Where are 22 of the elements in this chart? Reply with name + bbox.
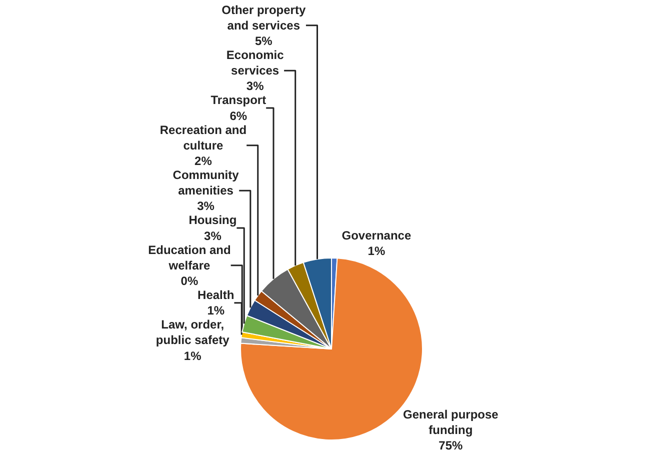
slice-label: Community amenities [172, 168, 240, 198]
slice-label: Economic services [226, 48, 284, 78]
data-label: 75% [438, 438, 463, 453]
data-label: 5% [254, 34, 273, 48]
data-label: 3% [197, 199, 215, 214]
slice-label: Other property and services [222, 2, 306, 32]
slice-label: Governance [342, 228, 412, 242]
data-label: 3% [246, 79, 264, 94]
slice-label: Health [198, 288, 234, 302]
text: 0% [180, 274, 198, 288]
slice-label: General purpose funding [402, 407, 499, 437]
data-label: 1% [184, 348, 202, 363]
slice-label: Housing [188, 213, 237, 228]
data-label: 3% [204, 228, 222, 243]
slice-label: Law, order, public safety [156, 318, 230, 348]
slice-label: Recreation and culture [160, 122, 247, 152]
data-label: 6% [230, 108, 248, 123]
slice-label: Transport [210, 93, 266, 108]
data-label: 2% [194, 154, 212, 168]
category-label: Education and welfare [148, 242, 231, 272]
data-label: 1% [368, 244, 386, 258]
data-label: 1% [207, 304, 225, 318]
